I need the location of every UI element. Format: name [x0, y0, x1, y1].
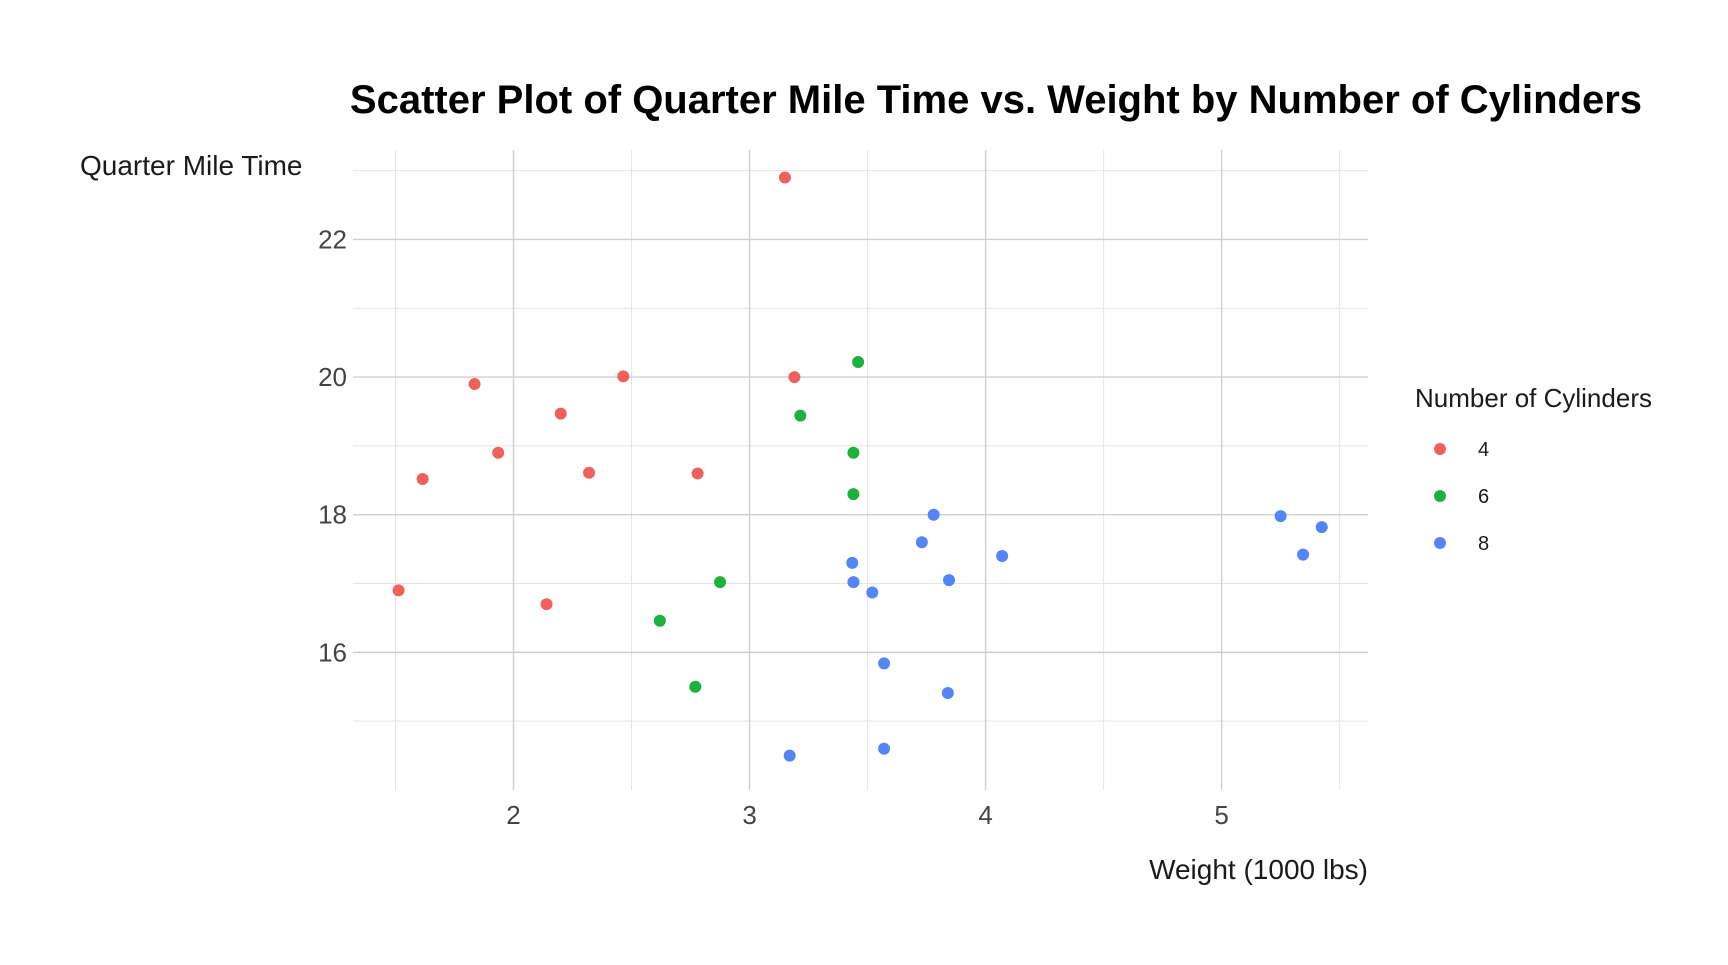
- data-point-cyl-8: [996, 550, 1009, 563]
- data-point-cyl-6: [847, 446, 860, 459]
- data-points: [392, 171, 1328, 762]
- data-point-cyl-8: [941, 686, 954, 699]
- legend-items: 4 6 8: [1434, 439, 1489, 555]
- data-point-cyl-4: [392, 584, 405, 597]
- x-tick-label: 4: [978, 800, 992, 830]
- legend-key-6: [1434, 490, 1446, 502]
- data-point-cyl-8: [1315, 521, 1328, 534]
- legend-title: Number of Cylinders: [1415, 383, 1652, 413]
- data-point-cyl-4: [416, 472, 429, 485]
- data-point-cyl-8: [847, 576, 860, 589]
- data-point-cyl-4: [468, 377, 481, 390]
- x-tick-label: 3: [742, 800, 756, 830]
- legend-key-4: [1434, 443, 1446, 455]
- legend-key-8: [1434, 537, 1446, 549]
- data-point-cyl-8: [1297, 548, 1310, 561]
- data-point-cyl-8: [943, 574, 956, 587]
- data-point-cyl-6: [689, 680, 702, 693]
- data-point-cyl-8: [866, 586, 879, 599]
- data-point-cyl-8: [846, 556, 859, 569]
- chart-title: Scatter Plot of Quarter Mile Time vs. We…: [350, 78, 1642, 122]
- data-point-cyl-8: [878, 657, 891, 670]
- data-point-cyl-6: [714, 576, 727, 589]
- x-axis-title: Weight (1000 lbs): [1149, 854, 1368, 885]
- y-tick-label: 18: [318, 500, 347, 530]
- data-point-cyl-8: [915, 536, 928, 549]
- data-point-cyl-4: [617, 370, 630, 383]
- legend-label-8: 8: [1478, 533, 1489, 555]
- data-point-cyl-6: [653, 614, 666, 627]
- y-tick-label: 20: [318, 362, 347, 392]
- data-point-cyl-8: [1274, 510, 1287, 523]
- data-point-cyl-4: [492, 446, 505, 459]
- data-point-cyl-8: [878, 742, 891, 755]
- tick-labels: 2 3 4 5 16 18 20 22: [318, 224, 1229, 830]
- data-point-cyl-6: [794, 409, 807, 422]
- legend: Number of Cylinders 4 6 8: [1415, 383, 1652, 555]
- x-tick-label: 5: [1214, 800, 1228, 830]
- y-axis-title: Quarter Mile Time: [80, 150, 303, 181]
- data-point-cyl-8: [783, 749, 796, 762]
- x-tick-label: 2: [506, 800, 520, 830]
- data-point-cyl-6: [847, 488, 860, 501]
- data-point-cyl-4: [540, 598, 553, 611]
- data-point-cyl-4: [788, 371, 801, 384]
- y-tick-label: 22: [318, 224, 347, 254]
- data-point-cyl-4: [554, 407, 567, 420]
- legend-label-6: 6: [1478, 486, 1489, 508]
- legend-label-4: 4: [1478, 439, 1489, 461]
- data-point-cyl-4: [778, 171, 791, 184]
- data-point-cyl-6: [852, 355, 865, 368]
- grid-layer: [353, 150, 1368, 790]
- data-point-cyl-8: [927, 508, 940, 521]
- y-tick-label: 16: [318, 637, 347, 667]
- data-point-cyl-4: [583, 466, 596, 479]
- data-point-cyl-4: [691, 467, 704, 480]
